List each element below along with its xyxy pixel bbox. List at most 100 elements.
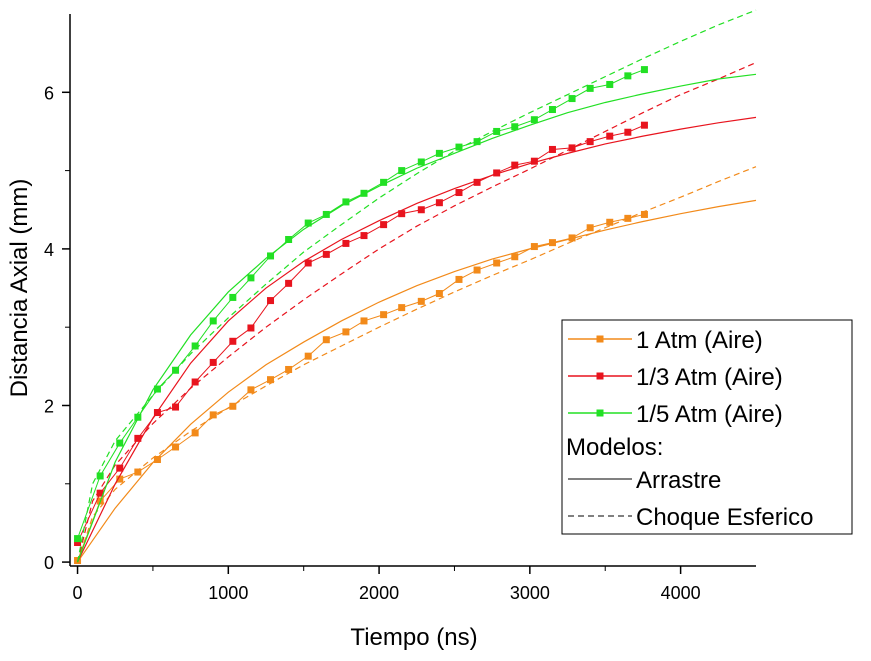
data-point bbox=[342, 198, 350, 206]
data-point bbox=[74, 539, 82, 547]
model-sphere-line bbox=[76, 166, 757, 563]
data-point bbox=[455, 275, 463, 283]
data-point bbox=[530, 243, 538, 251]
data-point bbox=[435, 199, 443, 207]
data-point bbox=[172, 443, 180, 451]
legend-series-marker bbox=[596, 372, 604, 380]
legend-series-label: 1/3 Atm (Aire) bbox=[636, 364, 783, 391]
model-drag-line bbox=[77, 199, 757, 563]
legend-model-label: Choque Esferico bbox=[636, 504, 813, 531]
data-point bbox=[285, 235, 293, 243]
data-point bbox=[640, 210, 648, 218]
data-point bbox=[134, 413, 142, 421]
data-point bbox=[548, 106, 556, 114]
data-point bbox=[96, 472, 104, 480]
legend-series-marker bbox=[596, 409, 604, 417]
data-point bbox=[586, 138, 594, 146]
data-point bbox=[568, 95, 576, 103]
legend: 1 Atm (Aire) 1/3 Atm (Aire) 1/5 Atm (Aire)… bbox=[561, 319, 853, 535]
data-point bbox=[606, 218, 614, 226]
data-point bbox=[640, 66, 648, 74]
data-point bbox=[360, 189, 368, 197]
data-point bbox=[530, 116, 538, 124]
legend-series: 1 Atm (Aire) 1/3 Atm (Aire) 1/5 Atm (Aire) bbox=[568, 327, 783, 428]
data-point bbox=[380, 221, 388, 229]
x-tick-label: 4000 bbox=[661, 583, 701, 603]
data-point bbox=[624, 128, 632, 136]
data-point bbox=[267, 297, 275, 305]
data-point bbox=[530, 157, 538, 165]
data-point bbox=[398, 210, 406, 218]
data-point bbox=[640, 121, 648, 129]
data-point bbox=[493, 259, 501, 267]
data-point bbox=[74, 535, 82, 543]
y-tick-label: 0 bbox=[44, 553, 54, 573]
data-point bbox=[229, 402, 237, 410]
data-point bbox=[360, 317, 368, 325]
data-point bbox=[247, 386, 255, 394]
data-point bbox=[247, 274, 255, 282]
data-point bbox=[191, 429, 199, 437]
data-point bbox=[606, 80, 614, 88]
data-point bbox=[455, 143, 463, 151]
legend-model-label: Arrastre bbox=[636, 467, 721, 494]
data-point bbox=[116, 439, 124, 447]
data-point bbox=[417, 297, 425, 305]
data-point bbox=[304, 352, 312, 360]
data-point bbox=[153, 456, 161, 464]
data-point bbox=[417, 158, 425, 166]
data-point bbox=[586, 84, 594, 92]
data-point bbox=[568, 144, 576, 152]
data-point bbox=[624, 214, 632, 222]
data-point bbox=[548, 145, 556, 153]
legend-box bbox=[561, 319, 853, 535]
data-point bbox=[511, 253, 519, 261]
data-point bbox=[624, 72, 632, 80]
data-point bbox=[473, 266, 481, 274]
model-sphere-line bbox=[76, 9, 757, 563]
data-point bbox=[172, 403, 180, 411]
data-point bbox=[134, 468, 142, 476]
y-axis-title: Distancia Axial (mm) bbox=[6, 179, 33, 398]
data-point bbox=[586, 224, 594, 232]
data-point bbox=[455, 189, 463, 197]
data-point bbox=[473, 178, 481, 186]
data-point bbox=[96, 489, 104, 497]
data-point bbox=[511, 161, 519, 169]
data-point bbox=[473, 138, 481, 146]
data-point bbox=[116, 475, 124, 483]
axes-layer: 0 1000 2000 3000 4000 0 2 4 6 bbox=[44, 14, 756, 603]
data-point bbox=[153, 385, 161, 393]
x-axis-title: Tiempo (ns) bbox=[350, 624, 477, 651]
legend-series-label: 1 Atm (Aire) bbox=[636, 327, 763, 354]
model-sphere-line bbox=[76, 61, 757, 563]
data-point bbox=[134, 434, 142, 442]
data-point bbox=[322, 250, 330, 258]
data-point bbox=[493, 127, 501, 135]
data-point bbox=[229, 337, 237, 345]
model-drag-line bbox=[76, 116, 757, 563]
data-point bbox=[191, 378, 199, 386]
data-point bbox=[435, 149, 443, 157]
data-point bbox=[360, 232, 368, 240]
x-tick-label: 1000 bbox=[208, 583, 248, 603]
data-point bbox=[342, 328, 350, 336]
data-point bbox=[398, 167, 406, 175]
data-point bbox=[435, 290, 443, 298]
data-point bbox=[304, 219, 312, 227]
data-point bbox=[568, 234, 576, 242]
data-point bbox=[267, 252, 275, 260]
data-point bbox=[267, 376, 275, 384]
legend-models-header: Modelos: bbox=[566, 434, 663, 461]
data-point bbox=[322, 336, 330, 344]
x-tick-label: 0 bbox=[73, 583, 83, 603]
data-point bbox=[285, 279, 293, 287]
data-point bbox=[304, 259, 312, 267]
legend-series-label: 1/5 Atm (Aire) bbox=[636, 401, 783, 428]
data-point bbox=[511, 123, 519, 131]
data-point bbox=[606, 132, 614, 140]
data-point bbox=[153, 409, 161, 417]
data-point bbox=[116, 464, 124, 472]
data-point bbox=[548, 239, 556, 247]
